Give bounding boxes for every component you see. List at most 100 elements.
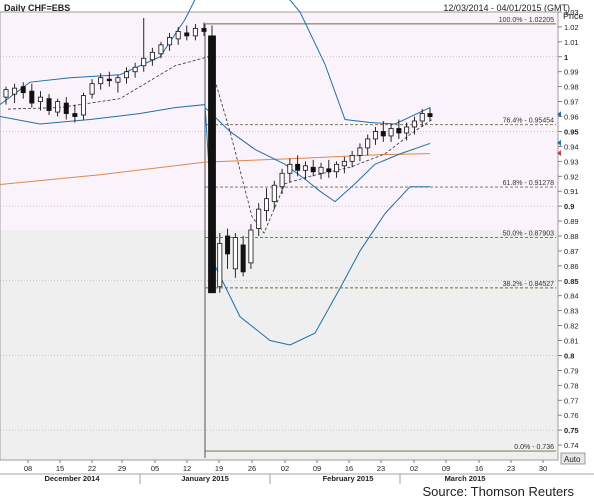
y-tick-label: 0.83 [564, 307, 579, 316]
candle [318, 162, 324, 180]
fib-level-label: 38.2% - 0.84527 [503, 281, 554, 288]
candle-body [279, 172, 285, 188]
candle-body [89, 83, 95, 95]
candle-body [287, 163, 293, 174]
candle-body [380, 131, 386, 137]
price-marker-last [557, 111, 561, 118]
candle [427, 107, 433, 122]
candle [256, 203, 262, 236]
fib-level-label: 50.0% - 0.87903 [503, 230, 554, 237]
auto-scale-label: Auto [564, 455, 581, 464]
candle [248, 224, 254, 269]
candle-body [295, 163, 301, 171]
x-tick-label: 08 [24, 464, 32, 473]
candle [287, 158, 293, 183]
candle [37, 91, 43, 111]
candle-body [248, 229, 254, 264]
month-label: February 2015 [323, 474, 374, 483]
candle [271, 180, 277, 210]
candle [341, 156, 347, 174]
candle [201, 22, 207, 36]
y-tick-label: 0.89 [564, 217, 579, 226]
date-axis: 08 15 22 29 05 12 19 26 02 09 16 23 02 09 16 23 30 Decemb… [24, 460, 547, 484]
candle-body [63, 102, 69, 114]
candle-body [98, 77, 104, 85]
y-tick-label: 0.95 [564, 127, 579, 136]
candle [46, 94, 52, 116]
candle-body [396, 128, 402, 134]
candle-body [388, 128, 394, 137]
candle-body [29, 90, 35, 104]
y-tick-label: 0.98 [564, 83, 579, 92]
candle [388, 124, 394, 142]
candle [29, 83, 35, 108]
candle-body [124, 71, 130, 79]
y-tick-label: 0.76 [564, 411, 579, 420]
candle [167, 32, 173, 51]
candle [372, 126, 378, 145]
x-tick-label: 23 [507, 464, 515, 473]
bollinger-middle [204, 107, 431, 203]
fib-level-label: 100.0% - 1.02205 [499, 17, 554, 24]
date-range: 12/03/2014 - 04/01/2015 (GMT) [443, 3, 570, 13]
source-credit: Source: Thomson Reuters [422, 484, 575, 499]
x-tick-label: 23 [377, 464, 385, 473]
candles [3, 17, 433, 294]
fib-level-label: 0.0% - 0.736 [514, 444, 554, 451]
candle [132, 62, 138, 78]
candle [184, 25, 190, 41]
candle [158, 41, 164, 59]
y-tick-label: 0.8 [564, 351, 574, 360]
candle-body [12, 87, 18, 95]
candle [263, 188, 269, 222]
candle [72, 104, 78, 123]
candle-body [365, 138, 371, 149]
candle-body [217, 243, 223, 288]
candle-body [271, 184, 277, 203]
y-tick-label: 1.01 [564, 38, 579, 47]
shade-lower [0, 230, 558, 460]
candle [192, 23, 198, 41]
candle-body [115, 77, 121, 83]
candle-body [20, 86, 26, 94]
candle [3, 86, 9, 105]
y-tick-label: 1 [564, 53, 568, 62]
bollinger-upper [0, 0, 431, 125]
candle [302, 161, 308, 180]
month-label: March 2015 [445, 474, 486, 483]
candle-body [3, 89, 9, 98]
month-label: December 2014 [44, 474, 100, 483]
y-tick-label: 0.81 [564, 337, 579, 346]
x-tick-label: 02 [281, 464, 289, 473]
auto-scale-button[interactable]: Auto [560, 452, 586, 465]
candle-body [106, 78, 112, 82]
price-axis-title: Price [563, 11, 584, 21]
candle-body [175, 31, 181, 40]
y-tick-label: 0.92 [564, 172, 579, 181]
candle [419, 109, 425, 127]
y-tick-label: 0.88 [564, 232, 579, 241]
x-tick-label: 02 [410, 464, 418, 473]
y-tick-label: 0.86 [564, 262, 579, 271]
bollinger-lower [0, 104, 430, 346]
candle-body [184, 32, 190, 37]
x-tick-label: 26 [248, 464, 256, 473]
candle-body [158, 44, 164, 55]
candle [349, 150, 355, 168]
y-tick-label: 0.91 [564, 187, 579, 196]
candle-body [411, 120, 417, 128]
candle-body [404, 126, 410, 134]
candle-body [240, 244, 246, 273]
candle-body [46, 98, 52, 111]
y-tick-label: 0.75 [564, 426, 579, 435]
candle [357, 143, 363, 162]
candle [175, 26, 181, 45]
candle-body [201, 28, 207, 32]
x-tick-label: 09 [313, 464, 321, 473]
x-tick-label: 16 [345, 464, 353, 473]
candle [55, 98, 61, 117]
candle-body [334, 163, 340, 173]
candle-body [341, 160, 347, 167]
x-tick-label: 15 [56, 464, 64, 473]
